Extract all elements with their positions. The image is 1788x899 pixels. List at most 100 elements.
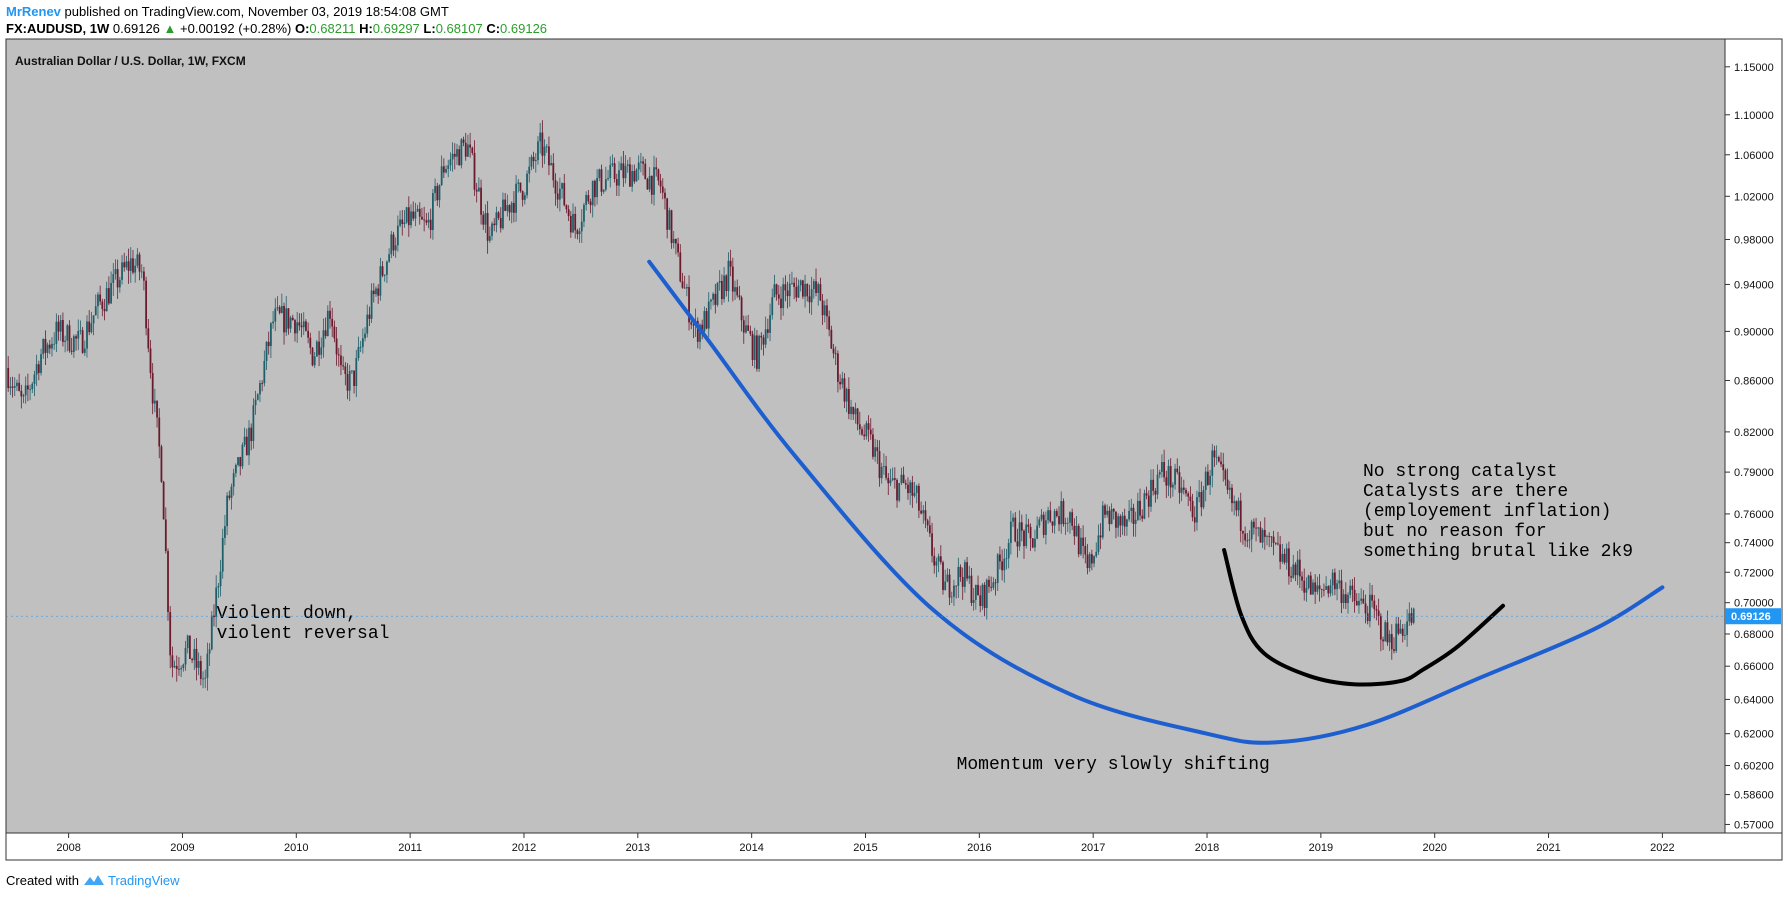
x-tick-label: 2012 xyxy=(512,842,536,854)
candle-body xyxy=(320,347,323,355)
candle xyxy=(24,376,27,404)
candle-body xyxy=(1213,450,1216,458)
candle-body xyxy=(780,298,782,309)
candle-body xyxy=(1220,461,1222,465)
candle xyxy=(712,292,715,306)
candle-body xyxy=(517,182,520,184)
candle xyxy=(808,284,811,314)
candle xyxy=(315,339,318,358)
candle-body xyxy=(237,457,239,465)
candle-body xyxy=(642,161,644,164)
candle-body xyxy=(1237,500,1240,511)
candle-body xyxy=(191,658,193,661)
candle xyxy=(1390,624,1393,660)
candle-body xyxy=(438,184,441,201)
candle xyxy=(180,665,183,678)
candle xyxy=(963,559,966,593)
candle-body xyxy=(370,290,373,319)
candle xyxy=(346,363,349,400)
y-tick-label: 1.06000 xyxy=(1734,150,1774,162)
candle-body xyxy=(985,579,988,608)
candle xyxy=(819,277,822,301)
candle-body xyxy=(445,168,447,173)
candle-body xyxy=(867,423,870,430)
candle-body xyxy=(635,169,638,182)
candle xyxy=(1362,590,1365,604)
candle-body xyxy=(937,556,940,562)
candle xyxy=(661,178,664,200)
candle-body xyxy=(832,348,835,354)
candle-body xyxy=(1121,515,1124,526)
candle-body xyxy=(718,280,721,283)
candle xyxy=(208,643,211,667)
candle-body xyxy=(598,169,601,179)
candle xyxy=(357,336,360,361)
candle-body xyxy=(946,574,949,582)
candle xyxy=(1117,513,1120,537)
candle xyxy=(655,157,658,177)
candle-body xyxy=(1051,521,1054,526)
candle-body xyxy=(46,344,49,353)
candle-body xyxy=(758,335,761,369)
candle-body xyxy=(29,389,31,390)
candle xyxy=(121,255,123,285)
candle xyxy=(1125,518,1128,536)
candle-body xyxy=(136,254,139,266)
candle xyxy=(276,296,279,311)
candle xyxy=(1285,543,1288,570)
candle xyxy=(620,156,623,171)
candle xyxy=(1266,534,1268,546)
candle-body xyxy=(1097,535,1100,552)
candle xyxy=(510,201,513,224)
candle xyxy=(129,247,132,283)
candle xyxy=(946,568,949,583)
candle-body xyxy=(1143,493,1146,519)
candle xyxy=(780,286,782,320)
candle-body xyxy=(59,320,62,332)
candle xyxy=(1220,452,1222,468)
candle xyxy=(237,457,239,467)
candle-body xyxy=(545,146,548,148)
candle-body xyxy=(477,187,480,192)
candle-body xyxy=(1099,535,1102,538)
tradingview-brand[interactable]: TradingView xyxy=(108,873,180,888)
candle-body xyxy=(1062,501,1065,525)
candle-body xyxy=(473,152,476,190)
candle-body xyxy=(491,223,493,236)
candle xyxy=(731,257,734,302)
candle-body xyxy=(1382,639,1384,642)
candle-body xyxy=(1397,623,1400,634)
candle-body xyxy=(296,322,299,334)
candle-body xyxy=(1327,586,1330,594)
candle xyxy=(480,179,482,225)
y-tick-label: 1.02000 xyxy=(1734,191,1774,203)
candle xyxy=(1005,549,1008,570)
close-label: C: xyxy=(486,21,501,36)
candle xyxy=(70,337,73,355)
candle-body xyxy=(1388,634,1391,643)
candle-body xyxy=(659,180,662,187)
candle-body xyxy=(298,322,301,326)
candle-body xyxy=(1156,474,1159,495)
candle-body xyxy=(556,193,559,200)
candle xyxy=(1290,566,1292,582)
candle xyxy=(926,518,929,532)
candle-body xyxy=(1130,507,1133,511)
candle-body xyxy=(1281,553,1284,562)
candle-body xyxy=(1244,533,1247,541)
candle xyxy=(1336,579,1338,601)
candle-body xyxy=(1095,551,1098,557)
candle xyxy=(1375,605,1378,621)
candle xyxy=(1248,530,1251,549)
candle-body xyxy=(1132,507,1135,524)
candle xyxy=(957,557,960,598)
candle xyxy=(1303,568,1306,601)
candle xyxy=(1134,511,1137,537)
candle-body xyxy=(1077,525,1080,555)
candle-body xyxy=(766,329,769,333)
author-name[interactable]: MrRenev xyxy=(6,4,61,19)
candle xyxy=(182,663,185,672)
candle-body xyxy=(1224,470,1227,480)
candle-body xyxy=(99,294,102,302)
